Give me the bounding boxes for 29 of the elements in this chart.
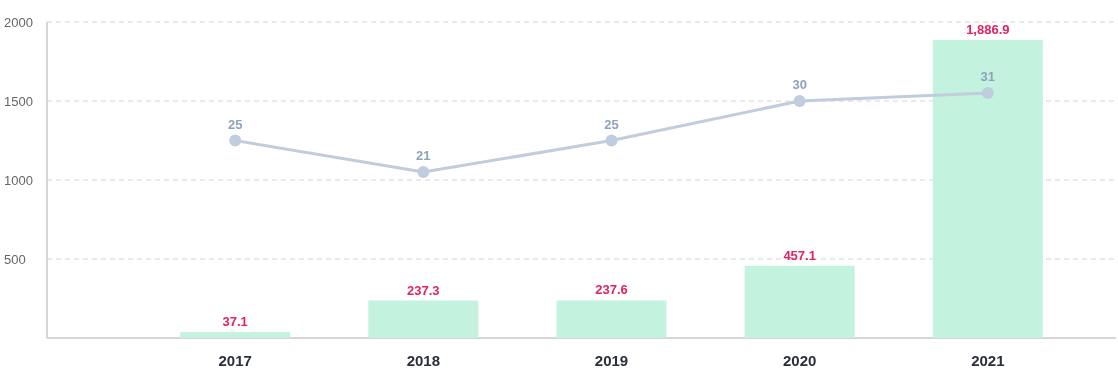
point bbox=[229, 134, 242, 147]
data-label: 237.6 bbox=[595, 282, 628, 298]
point bbox=[417, 166, 430, 179]
y-tick-label: 2000 bbox=[4, 15, 33, 30]
x-tick-label: 2021 bbox=[971, 352, 1005, 369]
data-label: 25 bbox=[604, 116, 619, 132]
bar bbox=[180, 332, 291, 338]
x-tick-label: 2019 bbox=[594, 352, 629, 369]
x-tick-label: 2020 bbox=[782, 352, 817, 369]
point bbox=[605, 134, 618, 147]
y-tick-label: 500 bbox=[4, 252, 26, 267]
y-tick-label: 1500 bbox=[4, 94, 33, 109]
data-label: 25 bbox=[227, 116, 243, 132]
bar bbox=[556, 300, 667, 338]
data-label: 1,886.9 bbox=[966, 21, 1010, 37]
data-label: 30 bbox=[792, 77, 807, 92]
x-tick-label: 2017 bbox=[218, 352, 252, 369]
bar bbox=[368, 300, 479, 338]
data-label: 237.3 bbox=[407, 282, 440, 298]
y-tick-label: 1000 bbox=[4, 173, 33, 188]
data-label: 457.1 bbox=[783, 247, 816, 263]
data-label: 31 bbox=[980, 69, 996, 85]
bar bbox=[932, 39, 1043, 338]
point bbox=[981, 87, 994, 100]
data-label: 37.1 bbox=[222, 314, 248, 330]
point bbox=[793, 95, 806, 107]
bar bbox=[744, 265, 855, 338]
data-label: 21 bbox=[416, 148, 431, 164]
x-tick-label: 2018 bbox=[406, 352, 441, 369]
